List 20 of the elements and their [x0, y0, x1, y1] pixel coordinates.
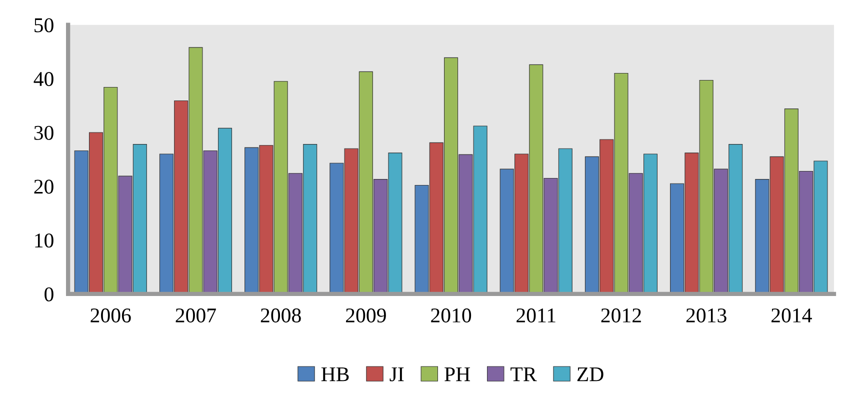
y-tick-label: 40: [34, 72, 54, 86]
y-tick-label: 50: [34, 18, 54, 32]
x-tick-label: 2010: [431, 308, 472, 322]
y-tick-label: 20: [34, 180, 54, 194]
x-tick-label: 2009: [346, 308, 386, 322]
legend-label: HB: [321, 367, 349, 382]
x-tick-label: 2013: [686, 308, 726, 322]
legend-label: PH: [444, 367, 470, 382]
legend-label: JI: [390, 367, 404, 382]
x-tick-label: 2006: [90, 308, 131, 322]
legend-label: ZD: [577, 367, 604, 382]
x-tick-label: 2008: [260, 308, 301, 322]
y-tick-label: 0: [44, 287, 54, 302]
y-tick-label: 10: [35, 233, 54, 248]
y-tick-label: 30: [34, 126, 54, 140]
x-tick-label: 2014: [772, 308, 812, 322]
x-tick-label: 2007: [176, 308, 216, 322]
x-tick-label: 2011: [516, 308, 556, 322]
legend-label: TR: [510, 367, 537, 382]
x-tick-label: 2012: [601, 308, 641, 322]
